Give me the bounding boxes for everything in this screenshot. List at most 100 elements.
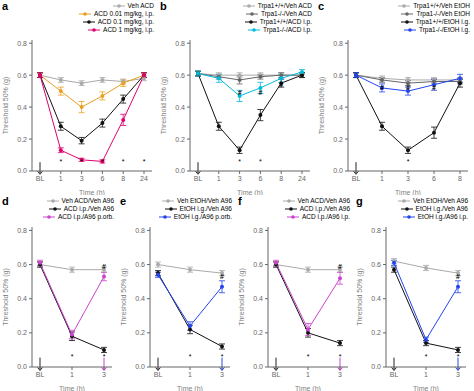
svg-text:BL: BL bbox=[154, 371, 163, 378]
svg-text:BL: BL bbox=[36, 175, 45, 182]
svg-text:Threshold 50% (g): Threshold 50% (g) bbox=[318, 77, 326, 135]
svg-text:*: * bbox=[259, 158, 262, 165]
svg-text:BL: BL bbox=[194, 175, 203, 182]
svg-text:#: # bbox=[432, 84, 436, 91]
svg-text:0.6: 0.6 bbox=[371, 261, 381, 268]
svg-text:1: 1 bbox=[217, 175, 221, 182]
svg-text:1: 1 bbox=[380, 175, 384, 182]
svg-text:3: 3 bbox=[456, 371, 460, 378]
svg-text:#: # bbox=[456, 273, 460, 280]
svg-text:0.8: 0.8 bbox=[253, 227, 263, 234]
svg-text:0.4: 0.4 bbox=[253, 295, 263, 302]
svg-text:*: * bbox=[339, 353, 342, 360]
svg-text:Time (h): Time (h) bbox=[413, 385, 439, 391]
svg-text:0.4: 0.4 bbox=[371, 295, 381, 302]
svg-text:Threshold 50% (g): Threshold 50% (g) bbox=[356, 268, 364, 326]
svg-text:#: # bbox=[338, 263, 342, 270]
svg-text:0.2: 0.2 bbox=[17, 136, 27, 143]
svg-text:0.2: 0.2 bbox=[175, 136, 185, 143]
svg-text:*: * bbox=[238, 158, 241, 165]
svg-text:24: 24 bbox=[140, 175, 148, 182]
svg-text:#: # bbox=[238, 89, 242, 96]
svg-text:#: # bbox=[380, 84, 384, 91]
svg-text:0.0: 0.0 bbox=[135, 363, 145, 370]
svg-text:0.6: 0.6 bbox=[175, 72, 185, 79]
svg-text:*: * bbox=[189, 353, 192, 360]
svg-text:Time (h): Time (h) bbox=[295, 385, 321, 391]
svg-text:1: 1 bbox=[424, 371, 428, 378]
svg-text:*: * bbox=[407, 158, 410, 165]
svg-text:1: 1 bbox=[70, 371, 74, 378]
svg-text:1: 1 bbox=[306, 371, 310, 378]
svg-text:3: 3 bbox=[80, 175, 84, 182]
svg-text:0.8: 0.8 bbox=[135, 227, 145, 234]
svg-text:3: 3 bbox=[406, 175, 410, 182]
svg-text:0.2: 0.2 bbox=[17, 329, 27, 336]
svg-text:0.6: 0.6 bbox=[135, 261, 145, 268]
svg-text:Time (h): Time (h) bbox=[237, 189, 263, 195]
svg-text:0.6: 0.6 bbox=[17, 261, 27, 268]
svg-text:0.8: 0.8 bbox=[175, 40, 185, 47]
svg-text:#: # bbox=[258, 89, 262, 96]
svg-text:0.0: 0.0 bbox=[253, 363, 263, 370]
svg-text:#: # bbox=[406, 84, 410, 91]
svg-text:BL: BL bbox=[390, 371, 399, 378]
svg-text:6: 6 bbox=[258, 175, 262, 182]
svg-text:0.4: 0.4 bbox=[175, 104, 185, 111]
svg-text:Threshold 50% (g): Threshold 50% (g) bbox=[160, 77, 168, 135]
svg-text:Time (h): Time (h) bbox=[79, 189, 105, 195]
svg-text:8: 8 bbox=[121, 175, 125, 182]
svg-text:*: * bbox=[307, 353, 310, 360]
svg-text:#: # bbox=[279, 81, 283, 88]
svg-text:*: * bbox=[221, 353, 224, 360]
svg-text:0.6: 0.6 bbox=[17, 72, 27, 79]
svg-text:0.4: 0.4 bbox=[17, 104, 27, 111]
svg-text:Time (h): Time (h) bbox=[395, 189, 421, 195]
svg-text:*: * bbox=[59, 158, 62, 165]
svg-text:BL: BL bbox=[36, 371, 45, 378]
svg-text:0.8: 0.8 bbox=[333, 40, 343, 47]
svg-text:Threshold 50% (g): Threshold 50% (g) bbox=[238, 268, 246, 326]
svg-text:3: 3 bbox=[338, 371, 342, 378]
svg-text:3: 3 bbox=[102, 371, 106, 378]
svg-text:0.2: 0.2 bbox=[371, 329, 381, 336]
svg-text:*: * bbox=[101, 158, 104, 165]
svg-text:1: 1 bbox=[188, 371, 192, 378]
svg-text:#: # bbox=[220, 273, 224, 280]
svg-text:6: 6 bbox=[432, 175, 436, 182]
svg-text:0.2: 0.2 bbox=[135, 329, 145, 336]
svg-text:0.4: 0.4 bbox=[135, 295, 145, 302]
svg-text:0.6: 0.6 bbox=[333, 72, 343, 79]
svg-text:0.0: 0.0 bbox=[17, 363, 27, 370]
svg-text:0.0: 0.0 bbox=[333, 167, 343, 174]
svg-text:*: * bbox=[122, 158, 125, 165]
svg-text:*: * bbox=[80, 158, 83, 165]
svg-text:Time (h): Time (h) bbox=[59, 385, 85, 391]
svg-text:0.0: 0.0 bbox=[371, 363, 381, 370]
svg-text:#: # bbox=[102, 263, 106, 270]
svg-text:0.0: 0.0 bbox=[175, 167, 185, 174]
svg-text:0.8: 0.8 bbox=[371, 227, 381, 234]
svg-text:0.4: 0.4 bbox=[333, 104, 343, 111]
svg-text:0.4: 0.4 bbox=[17, 295, 27, 302]
svg-text:Time (h): Time (h) bbox=[177, 385, 203, 391]
svg-text:3: 3 bbox=[238, 175, 242, 182]
svg-text:Threshold 50% (g): Threshold 50% (g) bbox=[8, 77, 10, 135]
svg-text:0.8: 0.8 bbox=[17, 227, 27, 234]
svg-text:Threshold 50% (g): Threshold 50% (g) bbox=[8, 268, 10, 326]
svg-text:BL: BL bbox=[352, 175, 361, 182]
svg-text:24: 24 bbox=[298, 175, 306, 182]
svg-text:Threshold 50% (g): Threshold 50% (g) bbox=[120, 268, 128, 326]
svg-text:3: 3 bbox=[220, 371, 224, 378]
svg-text:0.2: 0.2 bbox=[333, 136, 343, 143]
svg-text:0.6: 0.6 bbox=[253, 261, 263, 268]
svg-text:*: * bbox=[425, 353, 428, 360]
svg-text:*: * bbox=[143, 158, 146, 165]
svg-text:0.2: 0.2 bbox=[253, 329, 263, 336]
svg-text:*: * bbox=[457, 353, 460, 360]
svg-text:BL: BL bbox=[272, 371, 281, 378]
svg-text:0.8: 0.8 bbox=[17, 40, 27, 47]
svg-text:*: * bbox=[71, 353, 74, 360]
svg-text:8: 8 bbox=[279, 175, 283, 182]
svg-text:6: 6 bbox=[100, 175, 104, 182]
